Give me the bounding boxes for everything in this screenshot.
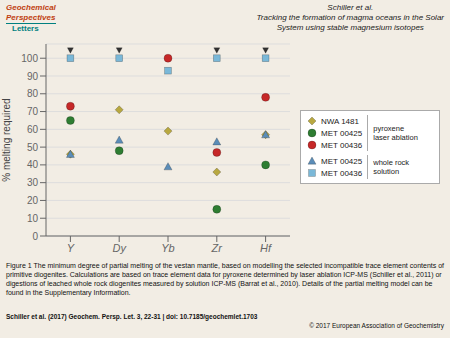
svg-text:60: 60 [27, 124, 39, 135]
html-text:Schiller et al. Tracking the f: Schiller et al. Tracking the formation o… [256, 3, 444, 32]
html-text:Letters: Letters [12, 23, 39, 33]
html-text:Schiller et al. (2017) Geochem: Schiller et al. (2017) Geochem. Persp. L… [6, 313, 258, 320]
svg-text:Yb: Yb [161, 242, 174, 254]
html-text:Figure 1 The minimum degree of: Figure 1 The minimum degree of partial m… [6, 262, 444, 296]
svg-text:Hf: Hf [260, 242, 272, 254]
html-text:MET 00425: MET 00425 [321, 156, 363, 166]
svg-text:70: 70 [27, 106, 39, 117]
html-text:MET 00436: MET 00436 [321, 140, 363, 150]
svg-text:40: 40 [27, 159, 39, 170]
svg-text:80: 80 [27, 88, 39, 99]
svg-text:50: 50 [27, 142, 39, 153]
html-text:pyroxene laser ablation: pyroxene laser ablation [373, 124, 418, 142]
svg-text:100: 100 [21, 53, 38, 64]
svg-text:10: 10 [27, 213, 39, 224]
svg-text:Y: Y [67, 242, 75, 254]
svg-text:90: 90 [27, 71, 39, 82]
html-text:MET 00436: MET 00436 [321, 168, 363, 178]
svg-text:Dy: Dy [112, 242, 127, 254]
html-text:© 2017 European Association of: © 2017 European Association of Geochemis… [309, 322, 444, 329]
html-text:MET 00425: MET 00425 [321, 128, 363, 138]
html-text:NWA 1481: NWA 1481 [321, 116, 359, 126]
svg-text:Zr: Zr [211, 242, 224, 254]
html-text:whole rock solution: whole rock solution [373, 158, 410, 176]
svg-text:20: 20 [27, 195, 39, 206]
svg-text:0: 0 [32, 231, 38, 242]
svg-text:30: 30 [27, 177, 39, 188]
html-text:Geochemical: Geochemical [6, 2, 56, 12]
html-text:Perspectives: Perspectives [6, 12, 56, 22]
svg-text:% melting required: % melting required [8, 98, 12, 181]
